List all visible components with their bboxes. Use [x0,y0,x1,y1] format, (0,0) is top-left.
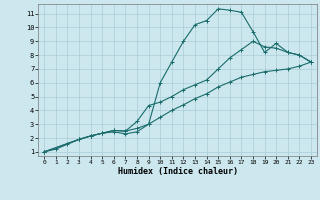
X-axis label: Humidex (Indice chaleur): Humidex (Indice chaleur) [118,167,238,176]
